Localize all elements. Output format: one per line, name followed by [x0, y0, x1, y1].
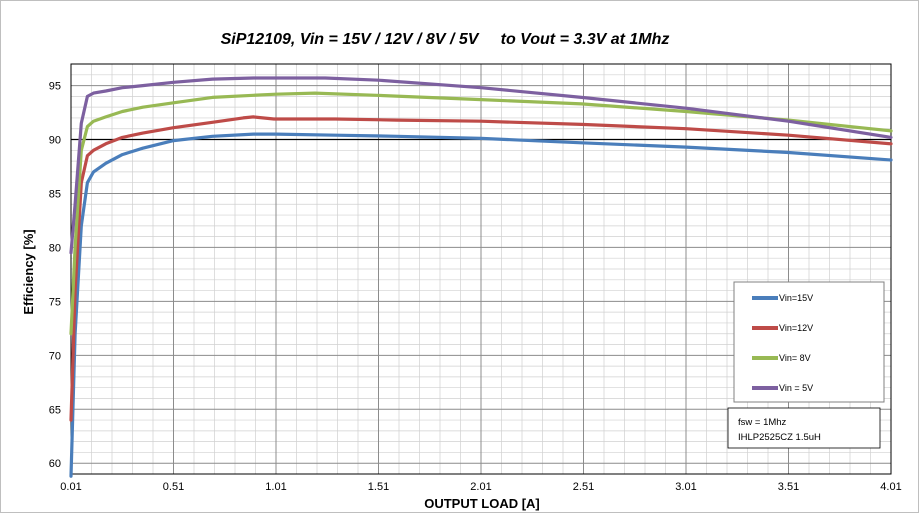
y-axis-title: Efficiency [%]	[21, 229, 36, 314]
legend-label: Vin = 5V	[779, 383, 813, 393]
y-tick-label: 85	[49, 188, 61, 200]
series-line-4	[69, 76, 893, 255]
legend-label: Vin=12V	[779, 323, 813, 333]
x-tick-label: 3.01	[675, 481, 696, 493]
legend-label: Vin= 8V	[779, 353, 811, 363]
y-tick-label: 95	[49, 81, 61, 93]
annotation-box: fsw = 1Mhz IHLP2525CZ 1.5uH	[727, 407, 881, 449]
legend: Vin=15V Vin=12V Vin= 8V Vin = 5V	[733, 281, 885, 403]
series-lines	[69, 76, 893, 478]
x-tick-label: 4.01	[880, 481, 901, 493]
x-axis-ticks: 0.01 0.51 1.01 1.51 2.01 2.51 3.01 3.51 4.01	[60, 481, 901, 493]
x-axis-title: OUTPUT LOAD [A]	[424, 496, 540, 511]
series-line-2	[69, 115, 893, 422]
y-tick-label: 75	[49, 296, 61, 308]
x-tick-label: 0.51	[163, 481, 184, 493]
annotation-line-1: fsw = 1Mhz	[738, 417, 787, 428]
x-tick-label: 1.01	[265, 481, 286, 493]
x-tick-label: 2.01	[470, 481, 491, 493]
x-tick-label: 1.51	[368, 481, 389, 493]
y-tick-label: 80	[49, 242, 61, 254]
y-tick-label: 70	[49, 350, 61, 362]
x-tick-label: 0.01	[60, 481, 81, 493]
legend-label: Vin=15V	[779, 293, 813, 303]
series-line-1	[69, 132, 893, 478]
legend-box	[733, 281, 885, 403]
y-tick-label: 65	[49, 404, 61, 416]
annotation-border	[727, 407, 881, 449]
chart-title: SiP12109, Vin = 15V / 12V / 8V / 5V to V…	[221, 31, 670, 48]
annotation-line-2: IHLP2525CZ 1.5uH	[738, 432, 821, 443]
plot-area-border	[70, 63, 892, 475]
x-tick-label: 2.51	[573, 481, 594, 493]
y-tick-label: 60	[49, 458, 61, 470]
y-axis-ticks: 60 65 70 75 80 85 90 95	[49, 81, 61, 471]
series-line-3	[69, 91, 893, 336]
x-tick-label: 3.51	[778, 481, 799, 493]
y-tick-label: 90	[49, 135, 61, 147]
